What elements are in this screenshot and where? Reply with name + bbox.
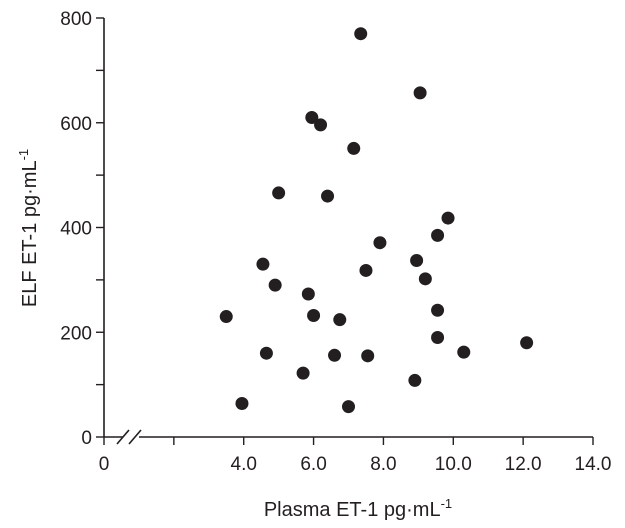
y-tick-label: 600 (60, 114, 92, 135)
y-axis-line (103, 18, 123, 438)
data-point (457, 345, 471, 359)
x-ticks: 0 4.0 6.0 8.0 10.0 12.0 14.0 (99, 437, 612, 475)
axes (103, 18, 593, 445)
data-point (413, 86, 427, 100)
data-point (307, 308, 321, 322)
data-point (347, 141, 361, 155)
x-tick-label: 8.0 (370, 454, 396, 475)
x-tick-label: 12.0 (505, 454, 542, 475)
data-point (296, 366, 310, 380)
data-point (305, 111, 319, 125)
data-point (328, 348, 342, 362)
data-point (333, 313, 347, 327)
x-tick-label: 10.0 (435, 454, 472, 475)
data-point (321, 189, 335, 203)
axis-break-icon (116, 429, 142, 445)
data-point (361, 349, 375, 363)
data-point (256, 257, 270, 271)
data-point (342, 400, 355, 414)
data-points (219, 27, 534, 414)
data-point (441, 211, 455, 225)
data-point (268, 278, 282, 292)
data-point (418, 272, 432, 286)
data-point (431, 303, 445, 317)
data-point (431, 330, 445, 344)
data-point (219, 310, 233, 324)
data-point (314, 118, 328, 132)
data-point (410, 253, 424, 267)
x-axis-title: Plasma ET-1 pg·mL-1 (264, 496, 452, 521)
data-point (354, 27, 368, 41)
y-tick-label: 0 (81, 428, 92, 449)
data-point (520, 336, 534, 350)
x-tick-label: 6.0 (300, 454, 326, 475)
data-point (359, 263, 373, 277)
data-point (373, 236, 387, 250)
data-point (272, 186, 286, 200)
x-tick-label: 14.0 (575, 454, 612, 475)
data-point (408, 373, 422, 387)
y-axis-title: ELF ET-1 pg·mL-1 (16, 149, 41, 307)
y-tick-label: 400 (60, 219, 92, 240)
y-ticks: 0 200 400 600 800 (60, 9, 104, 449)
data-point (259, 346, 273, 360)
data-point (301, 287, 315, 301)
x-tick-label: 0 (99, 454, 110, 475)
y-tick-label: 800 (60, 9, 92, 30)
data-point (235, 396, 249, 410)
x-tick-label: 4.0 (231, 454, 257, 475)
data-point (431, 228, 445, 242)
y-tick-label: 200 (60, 323, 92, 344)
